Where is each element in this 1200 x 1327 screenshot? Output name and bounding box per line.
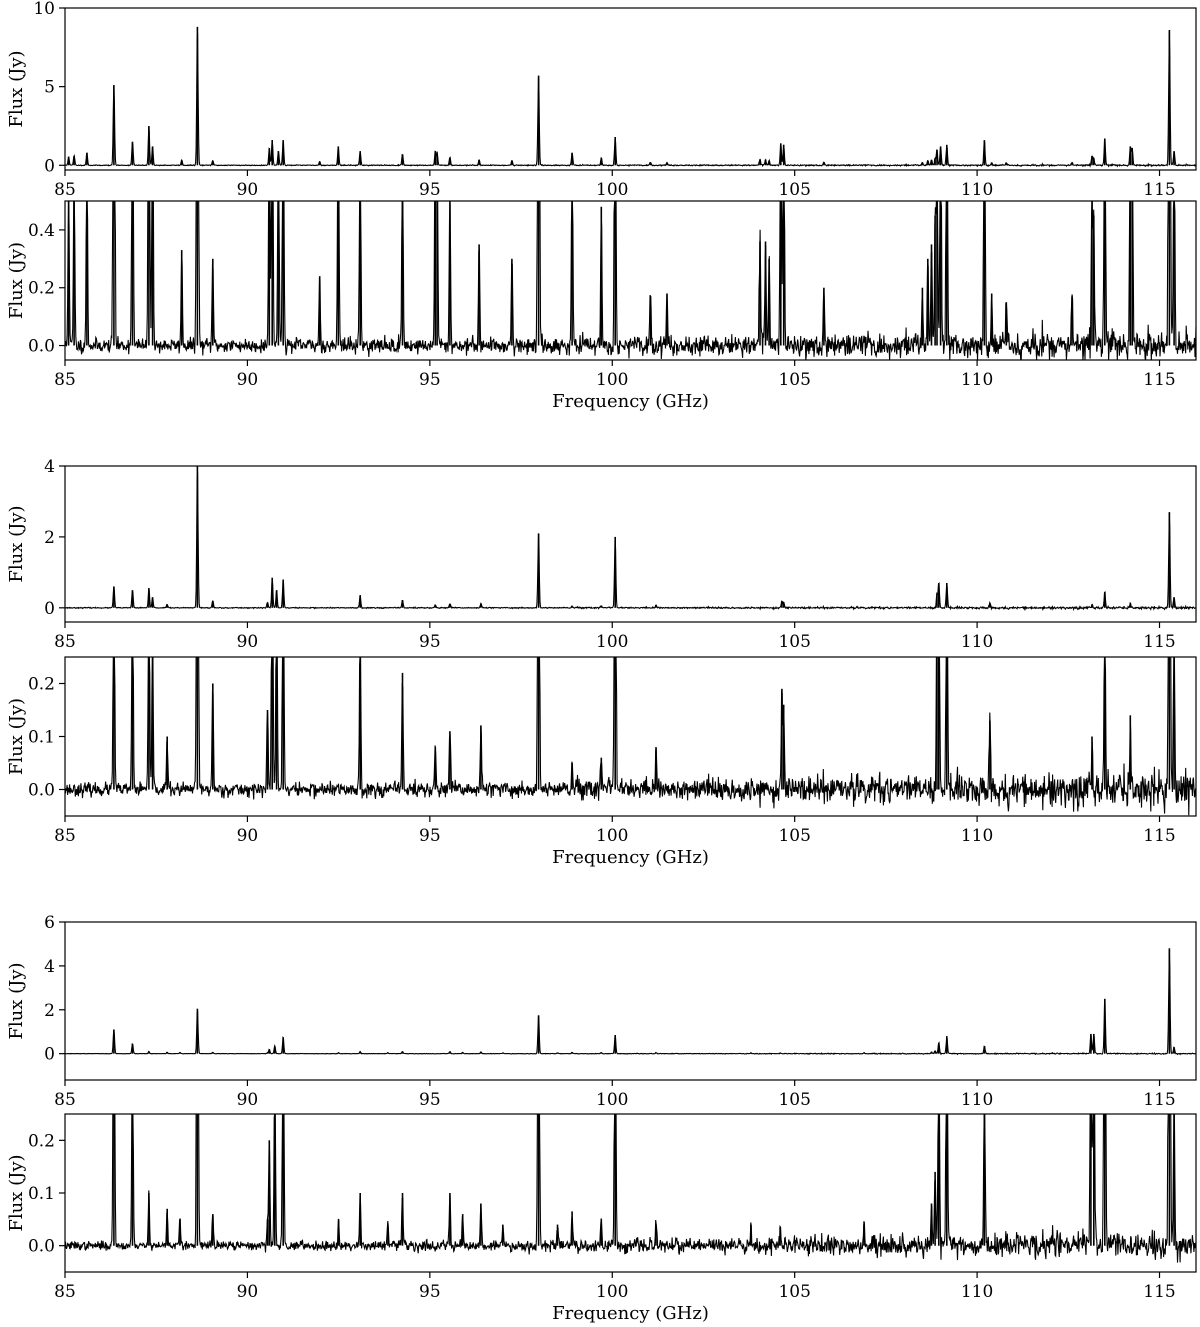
y-tick-label: 0.0 bbox=[28, 337, 55, 357]
x-tick-label: 105 bbox=[778, 1090, 810, 1110]
y-tick-label: 0.1 bbox=[28, 728, 55, 748]
x-tick-label: 100 bbox=[596, 826, 628, 846]
plot-frame-3 bbox=[64, 465, 1197, 623]
x-tick-label: 85 bbox=[54, 1282, 76, 1302]
x-tick-label: 90 bbox=[237, 826, 259, 846]
y-tick-label: 6 bbox=[44, 913, 55, 933]
panel-1: 0 5 10 85 90 95 100 105 110 115 Flux (Jy) bbox=[6, 0, 1197, 200]
y-axis-label-4: Flux (Jy) bbox=[6, 698, 27, 775]
x-tick-label: 115 bbox=[1143, 180, 1175, 200]
y-ticks-3: 0 2 4 bbox=[44, 457, 65, 619]
y-ticks-6: 0.0 0.1 0.2 bbox=[28, 1131, 65, 1257]
x-tick-label: 105 bbox=[778, 180, 810, 200]
x-tick-label: 90 bbox=[237, 370, 259, 390]
x-ticks-1: 85 90 95 100 105 110 115 bbox=[54, 170, 1176, 200]
y-tick-label: 10 bbox=[33, 0, 55, 19]
x-tick-label: 100 bbox=[596, 180, 628, 200]
x-axis-label-4: Frequency (GHz) bbox=[552, 847, 709, 868]
x-tick-label: 105 bbox=[778, 632, 810, 652]
y-axis-label-1: Flux (Jy) bbox=[6, 50, 27, 127]
x-tick-label: 95 bbox=[419, 180, 441, 200]
y-tick-label: 0.1 bbox=[28, 1184, 55, 1204]
panel-4: 0.0 0.1 0.2 85 90 95 100 105 110 115 Flux (Jy) F… bbox=[6, 656, 1197, 868]
x-tick-label: 95 bbox=[419, 826, 441, 846]
y-tick-label: 0.4 bbox=[28, 221, 55, 241]
y-ticks-5: 0 2 4 6 bbox=[44, 913, 65, 1065]
y-tick-label: 0.0 bbox=[28, 781, 55, 801]
x-tick-label: 85 bbox=[54, 180, 76, 200]
y-tick-label: 4 bbox=[44, 957, 55, 977]
panel-5: 0 2 4 6 85 90 95 100 105 110 115 Flux (Jy) bbox=[6, 913, 1197, 1110]
y-axis-label-3: Flux (Jy) bbox=[6, 505, 27, 582]
plot-frame-5 bbox=[64, 921, 1197, 1081]
y-axis-label-6: Flux (Jy) bbox=[6, 1154, 27, 1231]
x-tick-label: 95 bbox=[419, 632, 441, 652]
y-tick-label: 0.2 bbox=[28, 279, 55, 299]
x-tick-label: 100 bbox=[596, 632, 628, 652]
panel-3: 0 2 4 85 90 95 100 105 110 115 Flux (Jy) bbox=[6, 457, 1197, 652]
x-tick-label: 85 bbox=[54, 632, 76, 652]
y-tick-label: 0.2 bbox=[28, 675, 55, 695]
x-tick-label: 85 bbox=[54, 826, 76, 846]
x-ticks-2: 85 90 95 100 105 110 115 bbox=[54, 360, 1176, 390]
panel-6: 0.0 0.1 0.2 85 90 95 100 105 110 115 Flux (Jy) F… bbox=[6, 1113, 1197, 1324]
y-tick-label: 2 bbox=[44, 1001, 55, 1021]
x-tick-label: 90 bbox=[237, 180, 259, 200]
x-tick-label: 110 bbox=[961, 180, 993, 200]
spectrum-line-3 bbox=[64, 472, 1197, 612]
x-tick-label: 115 bbox=[1143, 1090, 1175, 1110]
plot-frame-1 bbox=[64, 7, 1197, 171]
y-tick-label: 4 bbox=[44, 457, 55, 477]
y-axis-label-2: Flux (Jy) bbox=[6, 242, 27, 319]
x-tick-label: 90 bbox=[237, 1282, 259, 1302]
x-tick-label: 100 bbox=[596, 1090, 628, 1110]
x-axis-label-6: Frequency (GHz) bbox=[552, 1303, 709, 1324]
y-tick-label: 0 bbox=[44, 156, 55, 176]
x-tick-label: 110 bbox=[961, 370, 993, 390]
x-tick-label: 90 bbox=[237, 632, 259, 652]
x-tick-label: 95 bbox=[419, 370, 441, 390]
y-axis-label-5: Flux (Jy) bbox=[6, 962, 27, 1039]
x-tick-label: 110 bbox=[961, 826, 993, 846]
spectrum-line-1 bbox=[64, 31, 1197, 168]
y-ticks-1: 0 5 10 bbox=[33, 0, 65, 176]
y-ticks-2: 0.0 0.2 0.4 bbox=[28, 221, 65, 357]
x-tick-label: 115 bbox=[1143, 632, 1175, 652]
x-tick-label: 95 bbox=[419, 1090, 441, 1110]
x-tick-label: 85 bbox=[54, 1090, 76, 1110]
panel-2: 0.0 0.2 0.4 85 90 95 100 105 110 115 Flux (Jy) F… bbox=[6, 200, 1197, 412]
x-ticks-5: 85 90 95 100 105 110 115 bbox=[54, 1080, 1176, 1110]
x-ticks-3: 85 90 95 100 105 110 115 bbox=[54, 622, 1176, 652]
x-tick-label: 85 bbox=[54, 370, 76, 390]
y-tick-label: 0 bbox=[44, 1045, 55, 1065]
x-tick-label: 110 bbox=[961, 632, 993, 652]
y-ticks-4: 0.0 0.1 0.2 bbox=[28, 675, 65, 801]
x-tick-label: 105 bbox=[778, 370, 810, 390]
y-tick-label: 0.2 bbox=[28, 1131, 55, 1151]
x-tick-label: 100 bbox=[596, 1282, 628, 1302]
x-tick-label: 110 bbox=[961, 1282, 993, 1302]
spectrum-line-5 bbox=[64, 949, 1197, 1056]
x-tick-label: 115 bbox=[1143, 826, 1175, 846]
x-tick-label: 95 bbox=[419, 1282, 441, 1302]
x-tick-label: 110 bbox=[961, 1090, 993, 1110]
y-tick-label: 5 bbox=[44, 78, 55, 98]
x-tick-label: 115 bbox=[1143, 370, 1175, 390]
x-ticks-4: 85 90 95 100 105 110 115 bbox=[54, 816, 1176, 846]
spectrum-line-6 bbox=[64, 1113, 1197, 1263]
x-ticks-6: 85 90 95 100 105 110 115 bbox=[54, 1272, 1176, 1302]
x-tick-label: 105 bbox=[778, 1282, 810, 1302]
x-tick-label: 105 bbox=[778, 826, 810, 846]
x-tick-label: 90 bbox=[237, 1090, 259, 1110]
y-tick-label: 0 bbox=[44, 599, 55, 619]
spectrum-line-2 bbox=[64, 200, 1197, 361]
spectrum-line-4 bbox=[64, 656, 1197, 816]
x-tick-label: 100 bbox=[596, 370, 628, 390]
y-tick-label: 2 bbox=[44, 528, 55, 548]
x-axis-label-2: Frequency (GHz) bbox=[552, 391, 709, 412]
plot-frame-2 bbox=[64, 200, 1197, 361]
x-tick-label: 115 bbox=[1143, 1282, 1175, 1302]
y-tick-label: 0.0 bbox=[28, 1237, 55, 1257]
